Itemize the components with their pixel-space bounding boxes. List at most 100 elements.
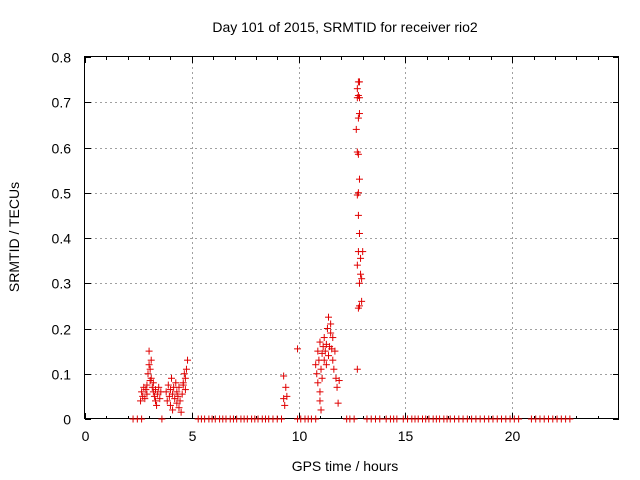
data-point <box>318 374 326 382</box>
data-point <box>330 365 338 373</box>
data-point <box>281 401 289 409</box>
data-point <box>333 383 341 391</box>
data-point <box>515 415 523 423</box>
data-point <box>143 381 151 389</box>
data-point <box>355 110 363 118</box>
y-tick-label: 0.7 <box>52 95 72 111</box>
y-tick-label: 0.2 <box>52 322 72 338</box>
data-point <box>182 365 190 373</box>
data-points <box>129 78 574 423</box>
data-point <box>331 347 339 355</box>
axis-ticks: 0 5 10 15 20 0 0.1 0.2 0.3 0.4 0.5 0.6 0.7 0.8 <box>52 50 619 444</box>
data-point <box>320 356 328 364</box>
data-point <box>294 345 302 353</box>
data-point <box>145 347 153 355</box>
data-point <box>353 365 361 373</box>
data-point <box>354 150 362 158</box>
data-point <box>355 279 363 287</box>
data-point <box>314 379 322 387</box>
data-point <box>138 415 146 423</box>
data-point <box>329 334 337 342</box>
y-tick-label: 0.8 <box>52 50 72 66</box>
data-point <box>327 320 335 328</box>
data-point <box>355 175 363 183</box>
data-point <box>151 397 159 405</box>
data-point <box>313 370 321 378</box>
data-point <box>278 415 286 423</box>
data-point <box>314 347 322 355</box>
data-point <box>350 415 358 423</box>
data-point <box>327 329 335 337</box>
data-point <box>316 397 324 405</box>
data-point <box>143 390 151 398</box>
data-point <box>180 370 188 378</box>
data-point <box>355 229 363 237</box>
data-point <box>153 401 161 409</box>
data-point <box>317 406 325 414</box>
y-tick-label: 0 <box>63 412 71 428</box>
data-point <box>181 374 189 382</box>
y-tick-label: 0.5 <box>52 186 72 202</box>
data-point <box>312 361 320 369</box>
data-point <box>158 415 166 423</box>
data-point <box>325 313 333 321</box>
data-point <box>352 125 360 133</box>
data-point <box>175 404 183 412</box>
x-tick-label: 10 <box>292 428 308 444</box>
x-tick-label: 5 <box>189 428 197 444</box>
data-point <box>283 392 291 400</box>
data-point <box>317 365 325 373</box>
data-point <box>166 401 174 409</box>
data-point <box>168 374 176 382</box>
data-point <box>163 397 171 405</box>
data-point <box>357 254 365 262</box>
data-point <box>320 334 328 342</box>
data-point <box>145 361 153 369</box>
y-axis-label: SRMTID / TECUs <box>6 182 22 292</box>
data-point <box>312 415 320 423</box>
data-point <box>142 386 150 394</box>
data-point <box>178 390 186 398</box>
data-point <box>335 377 343 385</box>
x-tick-label: 0 <box>82 428 90 444</box>
data-point <box>172 379 180 387</box>
data-point <box>322 361 330 369</box>
data-point <box>162 388 170 396</box>
data-point <box>280 372 288 380</box>
x-axis-label: GPS time / hours <box>292 458 399 474</box>
grid <box>85 57 619 419</box>
data-point <box>169 406 177 414</box>
data-point <box>353 85 361 93</box>
data-point <box>144 370 152 378</box>
x-tick-label: 20 <box>505 428 521 444</box>
data-point <box>138 388 146 396</box>
x-tick-label: 15 <box>398 428 414 444</box>
y-tick-label: 0.3 <box>52 276 72 292</box>
data-point <box>359 248 367 256</box>
data-point <box>355 302 363 310</box>
data-point <box>358 275 366 283</box>
y-tick-label: 0.4 <box>52 231 72 247</box>
data-point <box>137 397 145 405</box>
data-point <box>566 415 574 423</box>
y-tick-label: 0.1 <box>52 367 72 383</box>
data-point <box>282 383 290 391</box>
data-point <box>325 352 333 360</box>
data-point <box>164 381 172 389</box>
data-point <box>155 383 163 391</box>
data-point <box>173 388 181 396</box>
data-point <box>357 270 365 278</box>
data-point <box>316 388 324 396</box>
data-point <box>355 78 363 86</box>
data-point <box>156 395 164 403</box>
data-point <box>146 377 154 385</box>
data-point <box>334 399 342 407</box>
data-point <box>358 297 366 305</box>
data-point <box>179 381 187 389</box>
data-point <box>354 114 362 122</box>
data-point <box>316 338 324 346</box>
data-point <box>329 356 337 364</box>
data-point <box>169 390 177 398</box>
data-point <box>175 383 183 391</box>
